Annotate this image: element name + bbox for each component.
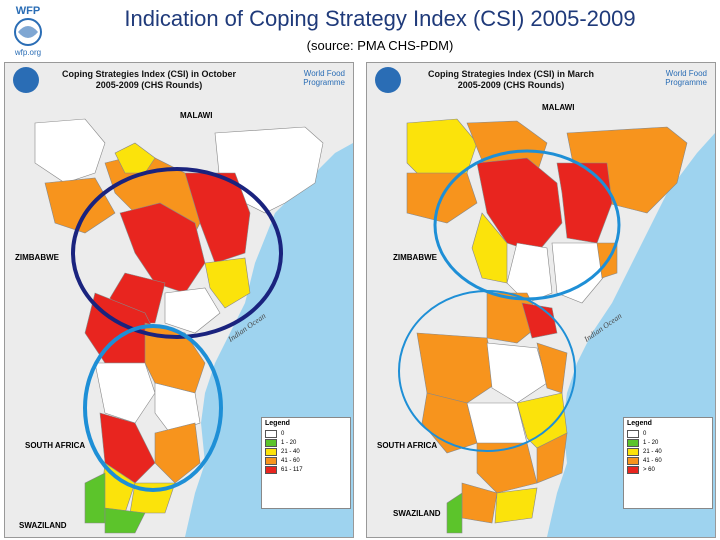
legend-title: Legend <box>627 420 652 427</box>
wfp-logo: WFP wfp.org <box>6 2 50 60</box>
page-title: Indication of Coping Strategy Index (CSI… <box>124 6 636 31</box>
wfp-emblem-icon: WFP <box>14 5 42 46</box>
label-malawi: MALAWI <box>180 111 213 120</box>
map-legend: Legend 0 1 - 20 21 - 40 41 - 60 61 - 117 <box>261 417 351 509</box>
agency-label: World Food Programme <box>303 69 345 87</box>
highlight-circle-south <box>83 324 223 492</box>
legend-item: > 60 <box>624 465 712 474</box>
legend-label: 61 - 117 <box>281 466 303 473</box>
label-south-africa: SOUTH AFRICA <box>377 441 438 450</box>
label-swaziland: SWAZILAND <box>19 521 67 530</box>
legend-swatch <box>265 447 277 456</box>
map-title: Coping Strategies Index (CSI) in October… <box>49 69 249 91</box>
legend-swatch <box>265 438 277 447</box>
legend-label: 21 - 40 <box>281 448 300 455</box>
label-zimbabwe: ZIMBABWE <box>15 253 59 262</box>
map-legend: Legend 0 1 - 20 21 - 40 41 - 60 > 60 <box>623 417 713 509</box>
map-title-line1: Coping Strategies Index (CSI) in March <box>427 69 595 79</box>
un-logo-icon <box>375 67 401 93</box>
logo-url: wfp.org <box>14 48 42 57</box>
highlight-circle-south <box>398 290 576 452</box>
legend-item: 21 - 40 <box>624 447 712 456</box>
legend-label: > 60 <box>643 466 655 473</box>
map-title-line1: Coping Strategies Index (CSI) in October <box>61 69 237 79</box>
legend-label: 41 - 60 <box>643 457 662 464</box>
legend-swatch <box>627 465 639 474</box>
page-subtitle: (source: PMA CHS-PDM) <box>306 38 454 53</box>
map-title-line2: 2005-2009 (CHS Rounds) <box>95 80 203 90</box>
label-south-africa: SOUTH AFRICA <box>25 441 86 450</box>
legend-swatch <box>627 438 639 447</box>
legend-label: 1 - 20 <box>281 439 297 446</box>
un-logo-icon <box>13 67 39 93</box>
legend-item: 0 <box>262 429 350 438</box>
highlight-circle-north <box>71 167 283 339</box>
legend-label: 21 - 40 <box>643 448 662 455</box>
legend-label: 0 <box>281 430 285 437</box>
legend-label: 41 - 60 <box>281 457 300 464</box>
legend-item: 0 <box>624 429 712 438</box>
legend-item: 1 - 20 <box>624 438 712 447</box>
legend-label: 0 <box>643 430 647 437</box>
legend-item: 41 - 60 <box>624 456 712 465</box>
map-march: Coping Strategies Index (CSI) in March 2… <box>366 62 716 538</box>
legend-item: 21 - 40 <box>262 447 350 456</box>
legend-swatch <box>265 429 277 438</box>
legend-swatch <box>627 456 639 465</box>
map-title-line2: 2005-2009 (CHS Rounds) <box>457 80 565 90</box>
logo-text: WFP <box>16 5 40 17</box>
label-malawi: MALAWI <box>542 103 575 112</box>
map-title: Coping Strategies Index (CSI) in March 2… <box>411 69 611 91</box>
legend-swatch <box>627 447 639 456</box>
map-march-svg <box>367 63 715 537</box>
legend-swatch <box>265 465 277 474</box>
label-zimbabwe: ZIMBABWE <box>393 253 437 262</box>
agency-label: World Food Programme <box>665 69 707 87</box>
legend-title: Legend <box>265 420 290 427</box>
label-swaziland: SWAZILAND <box>393 509 441 518</box>
legend-item: 1 - 20 <box>262 438 350 447</box>
map-october: Coping Strategies Index (CSI) in October… <box>4 62 354 538</box>
legend-item: 61 - 117 <box>262 465 350 474</box>
legend-label: 1 - 20 <box>643 439 659 446</box>
legend-item: 41 - 60 <box>262 456 350 465</box>
legend-swatch <box>627 429 639 438</box>
legend-swatch <box>265 456 277 465</box>
